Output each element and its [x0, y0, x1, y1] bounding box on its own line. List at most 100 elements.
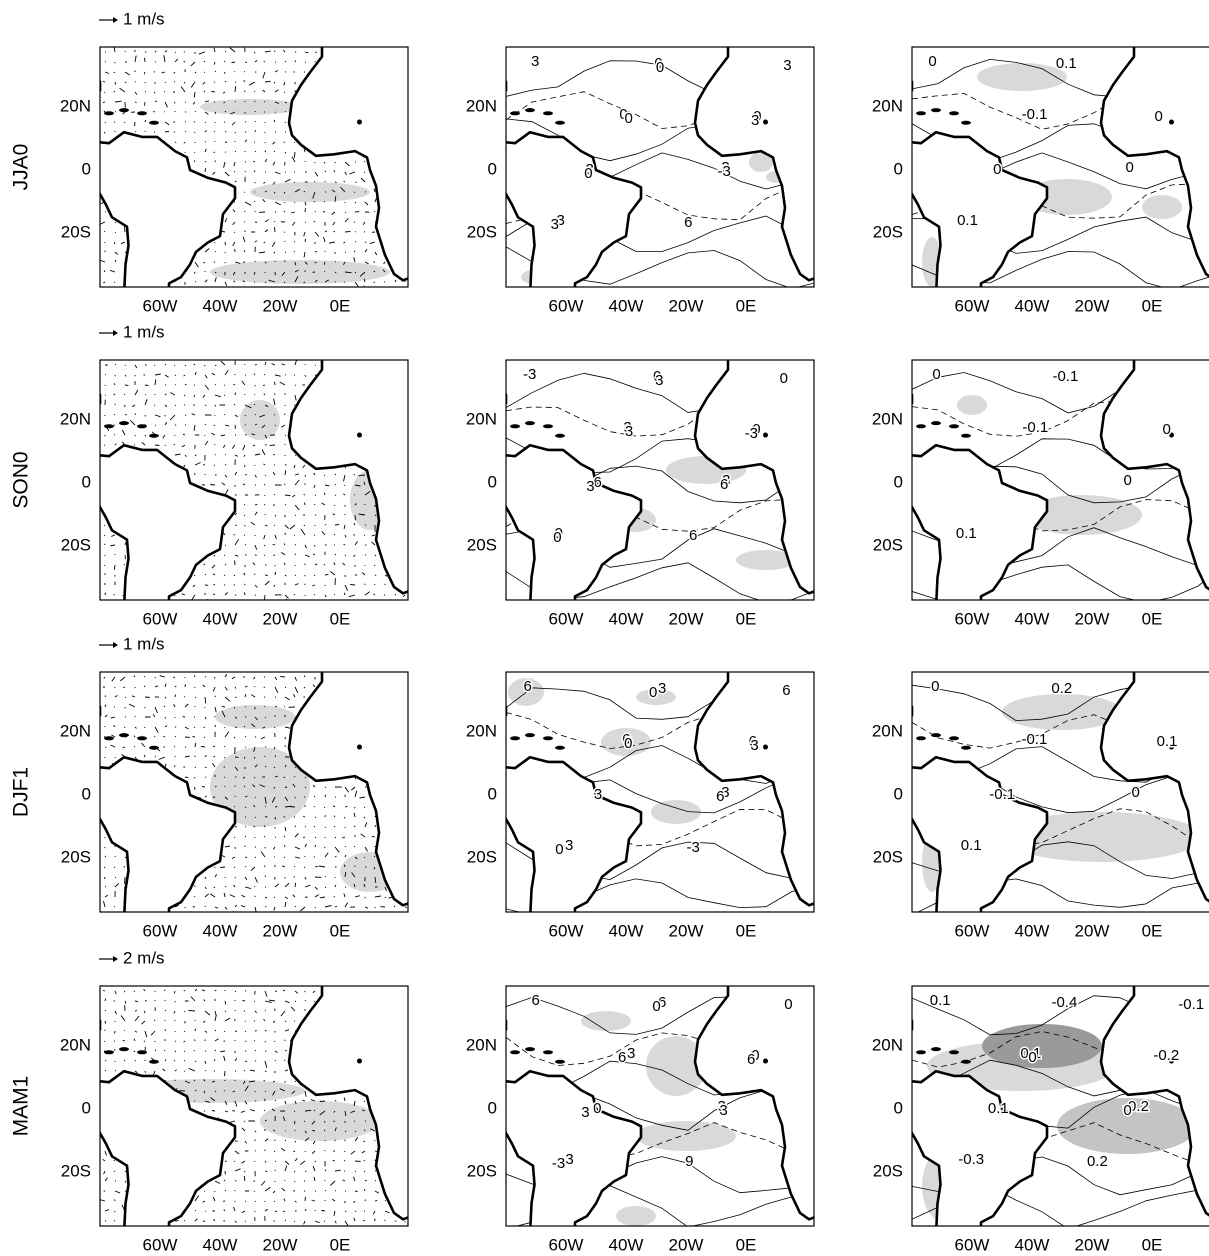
coastline: [912, 704, 914, 717]
row-label: SON0: [10, 451, 33, 508]
lon-tick-label: 0E: [1142, 921, 1163, 940]
map-content: [912, 47, 1209, 287]
lat-tick-label: 0: [894, 784, 903, 803]
land-mask: [912, 445, 1047, 600]
lat-tick-label: 20N: [872, 96, 903, 115]
land-mask: [506, 757, 641, 912]
panel-frame: [99, 359, 409, 601]
island: [510, 1050, 520, 1055]
coastline: [506, 755, 643, 912]
island: [357, 119, 362, 125]
shading: [601, 728, 651, 756]
panel-frame: [911, 359, 1209, 601]
contour-label: 0: [993, 161, 1001, 178]
contour-label: 3: [594, 786, 602, 803]
map-panel: 0 -0.1 0 0.1 0.2 0.1 -0.1: [911, 671, 1209, 913]
island: [555, 120, 565, 125]
lon-tick-label: 0E: [736, 296, 757, 315]
lat-tick-label: 20N: [466, 1035, 497, 1054]
row-label: MAM1: [10, 1076, 33, 1137]
contour-label: 0: [553, 529, 561, 546]
land-mask: [100, 1071, 235, 1226]
map-panel: 0 -0.1 0 0.1 -0.1 0: [911, 359, 1209, 601]
lat-tick-label: 20S: [467, 1161, 497, 1180]
panel-frame: [505, 46, 815, 288]
contour-label: 6: [594, 474, 602, 491]
lat-tick-label: 20S: [61, 535, 91, 554]
contour-label: 6: [716, 788, 724, 805]
island: [543, 424, 553, 429]
contour-label: 6: [622, 731, 630, 748]
lat-tick-label: 20S: [467, 847, 497, 866]
panel-frame: [911, 985, 1209, 1227]
contour-label: 0.1: [1157, 733, 1178, 750]
lat-tick-label: 20N: [466, 721, 497, 740]
island: [931, 1047, 941, 1052]
lon-tick-label: 20W: [669, 1235, 704, 1254]
contour-label: -3: [560, 1151, 573, 1168]
lat-tick-label: 20S: [61, 222, 91, 241]
lon-tick-label: 20W: [263, 296, 298, 315]
lat-tick-label: 20S: [467, 222, 497, 241]
coastline: [506, 1130, 536, 1226]
contour-label: 9: [685, 1153, 693, 1170]
island: [763, 432, 768, 438]
contour-label: 0: [751, 1047, 759, 1064]
panel-frame: [99, 46, 409, 288]
contour-label: 0.2: [1087, 1153, 1108, 1170]
island: [949, 111, 959, 116]
island: [1169, 119, 1174, 125]
panel-frame: [911, 671, 1209, 913]
coastline: [506, 1069, 643, 1226]
island: [763, 1058, 768, 1064]
lon-tick-label: 40W: [1015, 921, 1050, 940]
island: [104, 736, 114, 741]
map-content: [100, 360, 408, 600]
lat-tick-label: 20S: [467, 535, 497, 554]
shading: [957, 395, 987, 415]
lon-tick-label: 40W: [203, 609, 238, 628]
lat-tick-label: 20S: [873, 847, 903, 866]
lon-tick-label: 60W: [143, 921, 178, 940]
scale-arrow-head: [113, 956, 118, 962]
land-mask: [912, 132, 1047, 287]
contour-label: 0: [649, 684, 657, 701]
lat-tick-label: 0: [894, 472, 903, 491]
coastline: [506, 1018, 508, 1031]
lat-tick-label: 20N: [872, 409, 903, 428]
shading: [240, 400, 280, 440]
island: [137, 424, 147, 429]
coastline: [100, 1130, 130, 1226]
lat-tick-label: 20N: [872, 721, 903, 740]
map-panel: [99, 985, 409, 1227]
lon-tick-label: 20W: [1075, 296, 1110, 315]
contour-label: 3: [586, 478, 594, 495]
vector-scale: 1 m/s: [123, 9, 165, 28]
lat-tick-label: 20S: [61, 1161, 91, 1180]
contour-label: 6: [749, 733, 757, 750]
coastline: [100, 130, 237, 287]
lat-tick-label: 0: [488, 472, 497, 491]
lon-tick-label: 40W: [203, 921, 238, 940]
shading: [636, 689, 676, 705]
map-content: [506, 360, 814, 600]
land-mask: [912, 1071, 1047, 1226]
contour-label: 0: [1028, 1049, 1036, 1066]
island: [543, 736, 553, 741]
land-mask: [1101, 360, 1209, 590]
lon-tick-label: 40W: [609, 921, 644, 940]
contour-label: 6: [618, 1049, 626, 1066]
coastline: [100, 392, 102, 405]
land-mask: [289, 672, 408, 906]
contour-label: 3: [586, 161, 594, 178]
coastline: [506, 130, 643, 287]
coastline: [693, 672, 814, 907]
contour-label: 0.1: [957, 212, 978, 229]
island: [149, 745, 159, 750]
shading: [636, 1121, 736, 1151]
contour-label: 6: [684, 214, 692, 231]
island: [916, 736, 926, 741]
land-mask: [100, 132, 235, 287]
row-label: DJF1: [10, 767, 33, 817]
